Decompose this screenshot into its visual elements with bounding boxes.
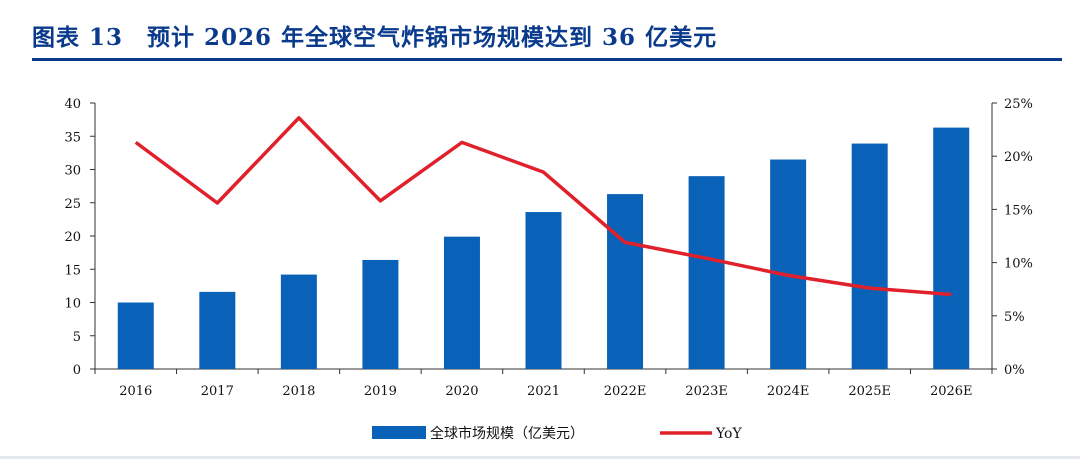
x-tick-label: 2021 xyxy=(527,384,560,399)
chart-title-bar: 图表 13 预计 2026 年全球空气炸锅市场规模达到 36 亿美元 xyxy=(32,14,1062,56)
bar-market-size xyxy=(443,236,480,369)
legend-line-label: YoY xyxy=(715,426,742,442)
bar-market-size xyxy=(933,127,970,369)
legend-bar-swatch xyxy=(372,426,426,439)
y-right-tick-label: 5% xyxy=(1004,310,1025,325)
x-tick-label: 2018 xyxy=(282,384,315,399)
x-tick-label: 2026E xyxy=(930,384,973,399)
y-left-tick-label: 30 xyxy=(64,164,81,179)
y-left-tick-label: 25 xyxy=(64,197,81,212)
bottom-divider xyxy=(0,456,1080,459)
legend-bar-label: 全球市场规模（亿美元） xyxy=(430,425,584,442)
title-divider xyxy=(32,58,1062,61)
y-left-tick-label: 35 xyxy=(64,130,81,145)
bar-market-size xyxy=(525,212,562,369)
y-left-tick-label: 10 xyxy=(64,297,81,312)
x-tick-label: 2017 xyxy=(201,384,234,399)
x-tick-label: 2016 xyxy=(119,384,152,399)
y-right-tick-label: 10% xyxy=(1004,257,1033,272)
x-tick-label: 2022E xyxy=(604,384,647,399)
y-left-tick-label: 15 xyxy=(64,263,81,278)
bar-market-size xyxy=(199,291,236,369)
x-tick-label: 2024E xyxy=(767,384,810,399)
y-right-tick-label: 25% xyxy=(1004,97,1033,112)
x-tick-label: 2020 xyxy=(445,384,478,399)
bar-market-size xyxy=(770,159,807,369)
x-tick-label: 2023E xyxy=(685,384,728,399)
y-left-tick-label: 20 xyxy=(64,230,81,245)
x-tick-label: 2019 xyxy=(364,384,397,399)
chart-title: 图表 13 预计 2026 年全球空气炸锅市场规模达到 36 亿美元 xyxy=(32,24,718,51)
bar-market-size xyxy=(607,194,644,369)
bar-market-size xyxy=(688,176,725,369)
bar-market-size xyxy=(851,143,888,369)
y-left-tick-label: 40 xyxy=(64,97,81,112)
bar-market-size xyxy=(280,274,317,369)
y-right-tick-label: 0% xyxy=(1004,363,1025,378)
y-left-tick-label: 5 xyxy=(73,330,81,345)
y-right-tick-label: 20% xyxy=(1004,150,1033,165)
y-right-tick-label: 15% xyxy=(1004,203,1033,218)
bar-market-size xyxy=(117,302,154,369)
y-left-tick-label: 0 xyxy=(73,363,81,378)
x-tick-label: 2025E xyxy=(848,384,891,399)
bar-market-size xyxy=(362,259,399,369)
